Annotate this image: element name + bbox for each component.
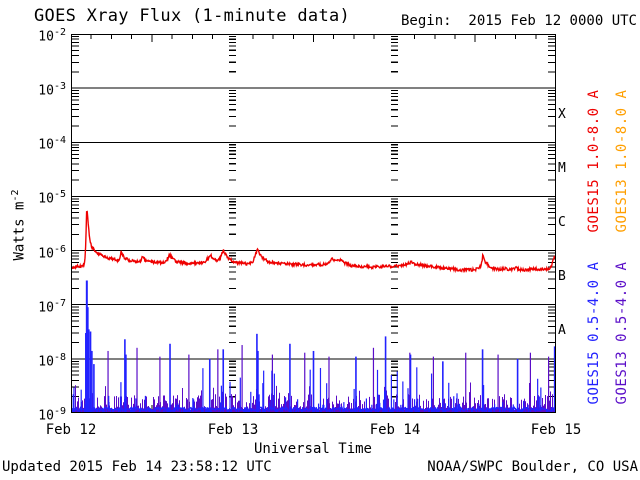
flare-class-label-b: B (558, 269, 566, 284)
xray-flux-plot (71, 34, 556, 413)
x-tick-label: Feb 15 (530, 422, 582, 438)
legend-goes13-short: GOES13 0.5-4.0 A (614, 261, 630, 405)
y-tick-label: 10-7 (38, 298, 66, 316)
grid-lines (71, 87, 556, 360)
y-tick-label: 10-2 (38, 27, 66, 45)
chart-title: GOES Xray Flux (1-minute data) (34, 6, 351, 26)
x-axis-title: Universal Time (253, 441, 372, 457)
goes15-long-series (71, 210, 556, 274)
flare-class-label-x: X (558, 107, 566, 122)
y-tick-label: 10-3 (38, 81, 66, 99)
y-tick-label: 10-9 (38, 406, 66, 424)
y-tick-label: 10-4 (38, 135, 66, 153)
legend-goes15-long: GOES15 1.0-8.0 A (586, 89, 602, 233)
legend-goes13-long: GOES13 1.0-8.0 A (614, 89, 630, 233)
x-tick-label: Feb 14 (369, 422, 421, 438)
plot-border (71, 34, 556, 413)
source-attribution: NOAA/SWPC Boulder, CO USA (427, 459, 638, 475)
x-tick-label: Feb 13 (207, 422, 259, 438)
y-tick-label: 10-5 (38, 189, 66, 207)
y-tick-label: 10-6 (38, 244, 66, 262)
y-tick-label: 10-8 (38, 352, 66, 370)
goes15-short-series (71, 280, 556, 413)
begin-time-label: Begin: 2015 Feb 12 0000 UTC (400, 13, 637, 29)
flare-class-label-m: M (558, 161, 566, 176)
legend-goes15-short: GOES15 0.5-4.0 A (586, 261, 602, 405)
x-tick-label: Feb 12 (45, 422, 97, 438)
flare-class-label-a: A (558, 323, 566, 338)
updated-timestamp: Updated 2015 Feb 14 23:58:12 UTC (2, 459, 272, 475)
flare-class-label-c: C (558, 215, 566, 230)
y-axis-title: Watts m-2 (10, 189, 28, 261)
